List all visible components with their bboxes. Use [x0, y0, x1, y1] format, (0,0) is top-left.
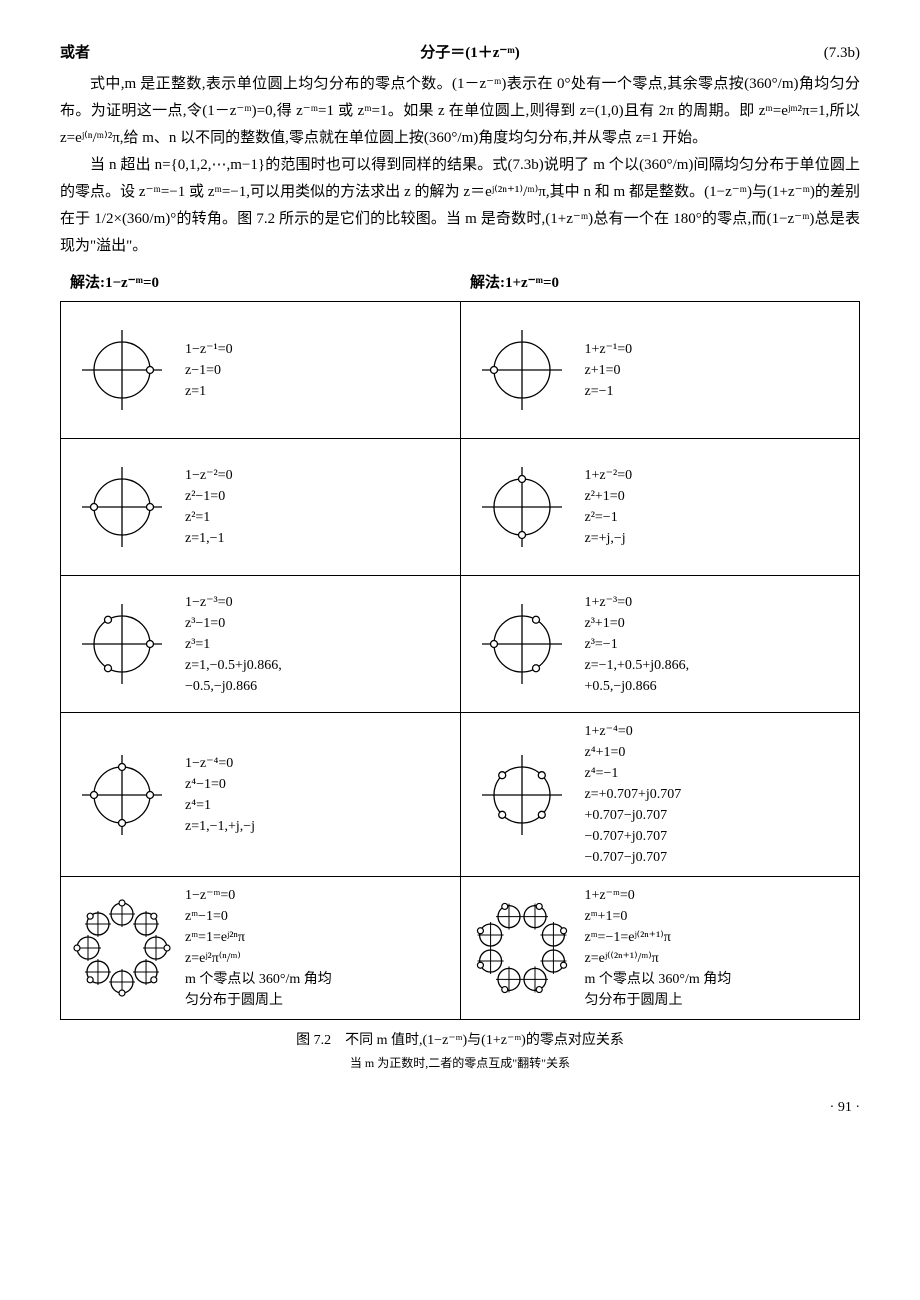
equation-number: (7.3b) [780, 40, 860, 67]
table-row: 1−z⁻⁴=0z⁴−1=0z⁴=1z=1,−1,+j,−j 1+z⁻⁴=0z⁴+1… [61, 713, 859, 877]
table-row: 1−z⁻²=0z²−1=0z²=1z=1,−1 1+z⁻²=0z²+1=0z²=−… [61, 439, 859, 576]
or-label: 或者 [60, 40, 160, 67]
right-cell: 1+z⁻⁴=0z⁴+1=0z⁴=−1z=+0.707+j0.707+0.707−… [461, 713, 860, 876]
left-equations: 1−z⁻⁴=0z⁴−1=0z⁴=1z=1,−1,+j,−j [177, 753, 454, 837]
paragraph-2: 当 n 超出 n={0,1,2,⋯,m−1}的范围时也可以得到同样的结果。式(7… [60, 152, 860, 260]
equation-center: 分子＝(1＋z⁻ᵐ) [160, 40, 780, 67]
paragraph-1: 式中,m 是正整数,表示单位圆上均匀分布的零点个数。(1－z⁻ᵐ)表示在 0°处… [60, 71, 860, 152]
right-diagram [467, 325, 577, 415]
right-cell: 1+z⁻¹=0z+1=0z=−1 [461, 302, 860, 438]
figure-caption: 图 7.2 不同 m 值时,(1−z⁻ᵐ)与(1+z⁻ᵐ)的零点对应关系 [60, 1028, 860, 1053]
left-diagram [67, 462, 177, 552]
left-diagram [67, 750, 177, 840]
left-diagram [67, 893, 177, 1003]
right-cell: 1+z⁻²=0z²+1=0z²=−1z=+j,−j [461, 439, 860, 575]
right-equations: 1+z⁻¹=0z+1=0z=−1 [577, 339, 854, 402]
left-cell: 1−z⁻¹=0z−1=0z=1 [61, 302, 461, 438]
figure-subcaption: 当 m 为正数时,二者的零点互成"翻转"关系 [60, 1053, 860, 1075]
page-number: · 91 · [60, 1095, 860, 1120]
table-row: 1−z⁻¹=0z−1=0z=1 1+z⁻¹=0z+1=0z=−1 [61, 302, 859, 439]
left-equations: 1−z⁻³=0z³−1=0z³=1z=1,−0.5+j0.866,−0.5,−j… [177, 592, 454, 697]
left-cell: 1−z⁻³=0z³−1=0z³=1z=1,−0.5+j0.866,−0.5,−j… [61, 576, 461, 712]
left-cell: 1−z⁻⁴=0z⁴−1=0z⁴=1z=1,−1,+j,−j [61, 713, 461, 876]
right-equations: 1+z⁻⁴=0z⁴+1=0z⁴=−1z=+0.707+j0.707+0.707−… [577, 721, 854, 868]
table-row: 1−z⁻ᵐ=0zᵐ−1=0zᵐ=1=eʲ²ⁿπz=eʲ²π⁽ⁿ/ᵐ⁾m 个零点以… [61, 877, 859, 1019]
right-cell: 1+z⁻³=0z³+1=0z³=−1z=−1,+0.5+j0.866,+0.5,… [461, 576, 860, 712]
left-equations: 1−z⁻²=0z²−1=0z²=1z=1,−1 [177, 465, 454, 549]
table-row: 1−z⁻³=0z³−1=0z³=1z=1,−0.5+j0.866,−0.5,−j… [61, 576, 859, 713]
solve-header-left: 解法:1−z⁻ᵐ=0 [60, 270, 460, 297]
left-cell: 1−z⁻²=0z²−1=0z²=1z=1,−1 [61, 439, 461, 575]
right-equations: 1+z⁻ᵐ=0zᵐ+1=0zᵐ=−1=eʲ⁽²ⁿ⁺¹⁾πz=eʲ⁽⁽²ⁿ⁺¹⁾/… [577, 885, 854, 1011]
right-equations: 1+z⁻²=0z²+1=0z²=−1z=+j,−j [577, 465, 854, 549]
right-diagram [467, 750, 577, 840]
solve-header-right: 解法:1+z⁻ᵐ=0 [460, 270, 860, 297]
left-cell: 1−z⁻ᵐ=0zᵐ−1=0zᵐ=1=eʲ²ⁿπz=eʲ²π⁽ⁿ/ᵐ⁾m 个零点以… [61, 877, 461, 1019]
right-diagram [467, 462, 577, 552]
comparison-grid: 1−z⁻¹=0z−1=0z=1 1+z⁻¹=0z+1=0z=−1 1−z⁻²=0z²… [60, 301, 860, 1020]
left-diagram [67, 599, 177, 689]
right-equations: 1+z⁻³=0z³+1=0z³=−1z=−1,+0.5+j0.866,+0.5,… [577, 592, 854, 697]
right-diagram [467, 893, 577, 1003]
left-equations: 1−z⁻ᵐ=0zᵐ−1=0zᵐ=1=eʲ²ⁿπz=eʲ²π⁽ⁿ/ᵐ⁾m 个零点以… [177, 885, 454, 1011]
left-diagram [67, 325, 177, 415]
right-cell: 1+z⁻ᵐ=0zᵐ+1=0zᵐ=−1=eʲ⁽²ⁿ⁺¹⁾πz=eʲ⁽⁽²ⁿ⁺¹⁾/… [461, 877, 860, 1019]
right-diagram [467, 599, 577, 689]
left-equations: 1−z⁻¹=0z−1=0z=1 [177, 339, 454, 402]
